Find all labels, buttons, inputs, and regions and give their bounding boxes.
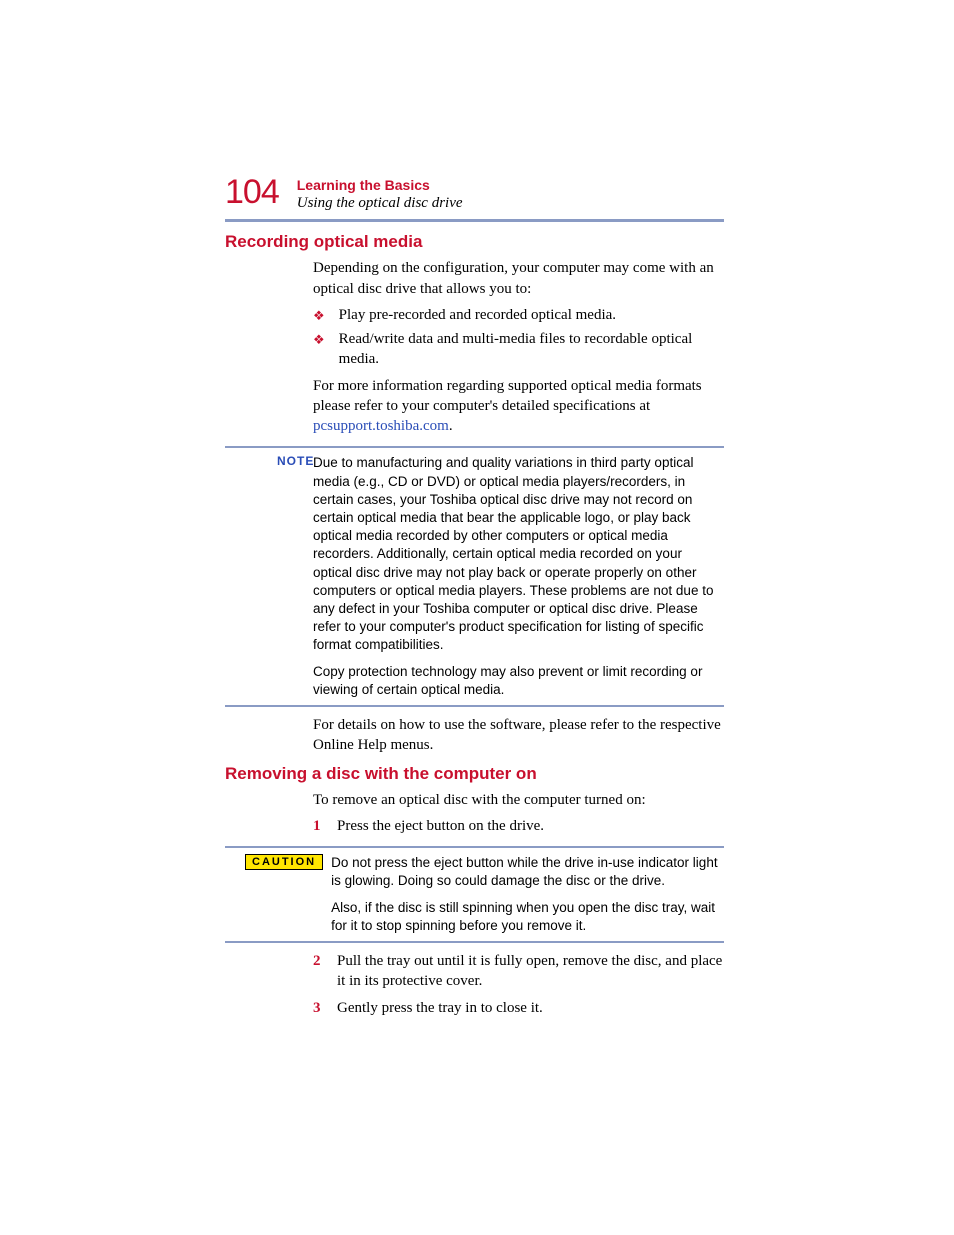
caution-text: Do not press the eject button while the … — [331, 854, 724, 935]
page: 104 Learning the Basics Using the optica… — [0, 0, 954, 1124]
step-text: Press the eject button on the drive. — [337, 816, 724, 836]
remove-intro: To remove an optical disc with the compu… — [313, 790, 724, 810]
intro-paragraph: Depending on the configuration, your com… — [313, 258, 724, 299]
steps-list-a: 1 Press the eject button on the drive. — [313, 816, 724, 836]
note-callout: NOTE Due to manufacturing and quality va… — [225, 446, 724, 707]
note-rule-top — [225, 446, 724, 448]
page-header: 104 Learning the Basics Using the optica… — [225, 175, 724, 213]
body-block-1: Depending on the configuration, your com… — [313, 258, 724, 436]
bullet-text: Read/write data and multi-media files to… — [339, 329, 724, 370]
body-block-4: 2 Pull the tray out until it is fully op… — [313, 951, 724, 1018]
caution-label: CAUTION — [245, 854, 323, 870]
bullet-text: Play pre-recorded and recorded optical m… — [339, 305, 724, 325]
step-text: Gently press the tray in to close it. — [337, 998, 724, 1018]
note-rule-bottom — [225, 705, 724, 707]
body-block-3: To remove an optical disc with the compu… — [313, 790, 724, 837]
step-item: 3 Gently press the tray in to close it. — [313, 998, 724, 1018]
step-item: 1 Press the eject button on the drive. — [313, 816, 724, 836]
note-text: Due to manufacturing and quality variati… — [313, 454, 724, 699]
caution-rule-top — [225, 846, 724, 848]
list-item: ❖ Play pre-recorded and recorded optical… — [313, 305, 724, 325]
list-item: ❖ Read/write data and multi-media files … — [313, 329, 724, 370]
caution-paragraph-2: Also, if the disc is still spinning when… — [331, 899, 724, 935]
step-text: Pull the tray out until it is fully open… — [337, 951, 724, 992]
note-label: NOTE — [225, 454, 313, 468]
step-number: 1 — [313, 816, 337, 836]
software-details-paragraph: For details on how to use the software, … — [313, 715, 724, 756]
chapter-title: Learning the Basics — [297, 177, 463, 194]
more-info-text-b: . — [449, 418, 453, 434]
step-number: 2 — [313, 951, 337, 971]
page-number: 104 — [225, 175, 279, 209]
header-rule — [225, 219, 724, 222]
note-row: NOTE Due to manufacturing and quality va… — [225, 454, 724, 699]
diamond-bullet-icon: ❖ — [313, 331, 325, 349]
more-info-text-a: For more information regarding supported… — [313, 378, 702, 414]
caution-paragraph-1: Do not press the eject button while the … — [331, 854, 724, 890]
step-number: 3 — [313, 998, 337, 1018]
caution-callout: CAUTION Do not press the eject button wh… — [225, 846, 724, 943]
steps-list-b: 2 Pull the tray out until it is fully op… — [313, 951, 724, 1018]
note-paragraph-2: Copy protection technology may also prev… — [313, 663, 724, 699]
section-title: Using the optical disc drive — [297, 194, 463, 214]
heading-recording: Recording optical media — [225, 232, 724, 252]
body-block-2: For details on how to use the software, … — [313, 715, 724, 756]
more-info-paragraph: For more information regarding supported… — [313, 376, 724, 437]
step-item: 2 Pull the tray out until it is fully op… — [313, 951, 724, 992]
caution-row: CAUTION Do not press the eject button wh… — [225, 854, 724, 935]
caution-rule-bottom — [225, 941, 724, 943]
support-link[interactable]: pcsupport.toshiba.com — [313, 418, 449, 434]
header-titles: Learning the Basics Using the optical di… — [297, 175, 463, 213]
diamond-bullet-icon: ❖ — [313, 307, 325, 325]
feature-list: ❖ Play pre-recorded and recorded optical… — [313, 305, 724, 370]
note-paragraph-1: Due to manufacturing and quality variati… — [313, 454, 724, 654]
heading-removing: Removing a disc with the computer on — [225, 764, 724, 784]
